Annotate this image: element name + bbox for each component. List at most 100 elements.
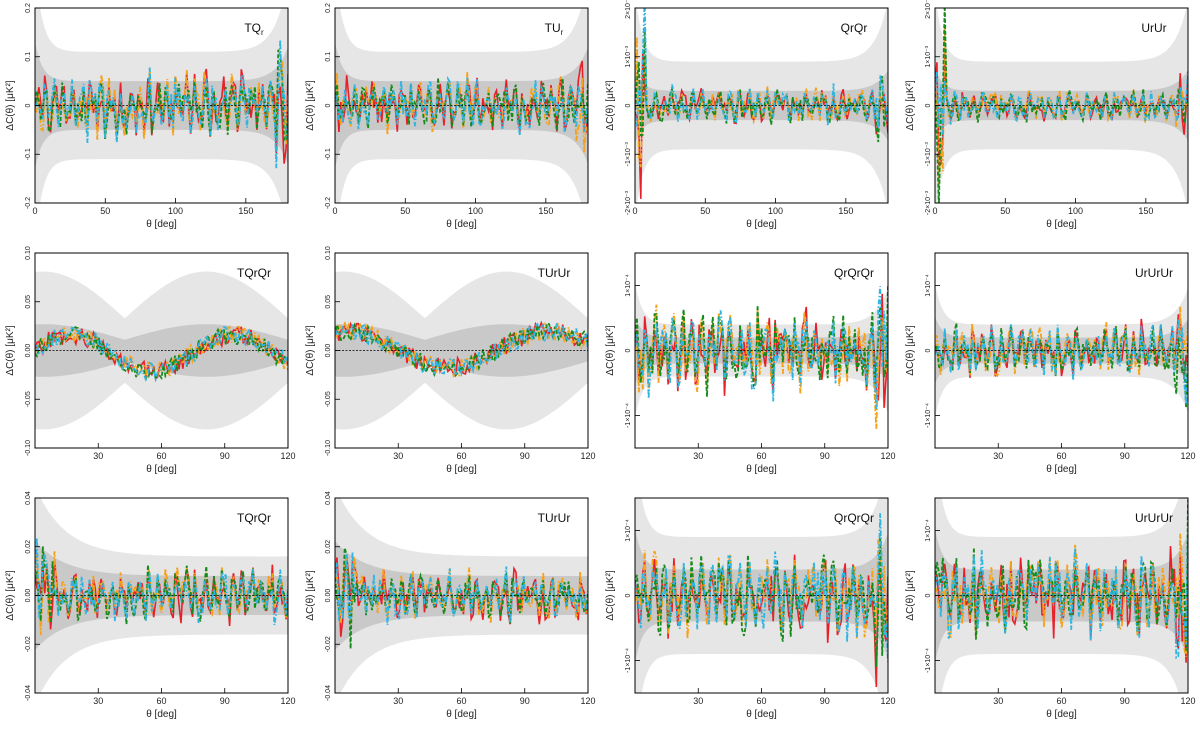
x-tick-label: 100 — [768, 206, 783, 216]
y-axis-label: ΔC(θ) [μK²] — [305, 80, 316, 130]
y-tick-label: -1×10⁻⁴ — [625, 403, 632, 428]
y-tick-label: -1×10⁻⁴ — [625, 648, 632, 673]
series-green-dashed — [35, 546, 288, 625]
x-axis-label: θ [deg] — [746, 219, 777, 230]
x-tick-label: 60 — [156, 696, 166, 706]
chart-panel-10: 30 60 90 120 -0.04 -0.02 0.00 0.02 0.04 θ [deg] ΔC… — [300, 490, 600, 733]
y-tick-label: 1×10⁻⁴ — [625, 274, 632, 296]
y-tick-label: -0.1 — [325, 148, 332, 160]
x-tick-label: 50 — [400, 206, 410, 216]
series-green-dashed — [335, 547, 588, 649]
chart-svg: 30 60 90 120 -1×10⁻⁴ 0 1×10⁻⁴ θ [deg] ΔC(θ) [μK²… — [905, 252, 1196, 475]
x-tick-label: 0 — [632, 206, 637, 216]
x-tick-label: 0 — [332, 206, 337, 216]
chart-svg: 30 60 90 120 -0.10 -0.05 0.00 0.05 0.10 θ [deg] ΔC… — [5, 246, 296, 475]
y-tick-label: 0.2 — [325, 3, 332, 13]
panel-title: TUr — [545, 21, 564, 37]
y-tick-label: -2×10⁻³ — [925, 190, 932, 215]
panel-title: UrUrUr — [1135, 511, 1173, 525]
y-tick-label: -1×10⁻⁴ — [925, 403, 932, 428]
x-tick-label: 50 — [700, 206, 710, 216]
x-tick-label: 50 — [1000, 206, 1010, 216]
x-tick-label: 120 — [580, 451, 595, 461]
x-tick-label: 150 — [538, 206, 553, 216]
chart-svg: 30 60 90 120 -1×10⁻⁴ 0 1×10⁻⁴ θ [deg] ΔC(θ) [μK²… — [905, 497, 1196, 720]
x-tick-label: 60 — [1056, 451, 1066, 461]
panel-title: TQr — [244, 21, 264, 37]
chart-svg: 0 50 100 150 -0.2 -0.1 0 0.1 0.2 θ [deg] ΔC(θ) [μK… — [305, 3, 589, 230]
y-tick-label: 1×10⁻⁴ — [925, 519, 932, 541]
x-tick-label: 90 — [520, 451, 530, 461]
series-green-dashed — [35, 324, 288, 383]
x-axis-label: θ [deg] — [446, 219, 477, 230]
x-tick-label: 90 — [220, 451, 230, 461]
x-axis-label: θ [deg] — [1046, 709, 1077, 720]
x-tick-label: 60 — [756, 696, 766, 706]
y-tick-label: -0.2 — [325, 197, 332, 209]
y-tick-label: 0.02 — [25, 540, 32, 554]
x-tick-label: 100 — [468, 206, 483, 216]
x-tick-label: 60 — [756, 451, 766, 461]
y-tick-label: -0.02 — [25, 636, 32, 652]
y-tick-label: 1×10⁻³ — [925, 45, 932, 67]
y-tick-label: -2×10⁻³ — [625, 190, 632, 215]
y-tick-label: 1×10⁻³ — [625, 45, 632, 67]
y-tick-label: 0.00 — [325, 344, 332, 358]
x-tick-label: 60 — [1056, 696, 1066, 706]
panel-title: TUrUr — [538, 266, 571, 280]
y-tick-label: 0.00 — [25, 344, 32, 358]
series-cyan-dashdot — [35, 39, 288, 169]
x-tick-label: 30 — [393, 451, 403, 461]
y-tick-label: 0.00 — [325, 589, 332, 603]
series-cyan-dashdot — [35, 537, 288, 626]
chart-panel-4: 0 50 100 150 -2×10⁻³ -1×10⁻³ 0 1×10⁻³ 2×10⁻³ θ [d… — [900, 0, 1200, 243]
y-tick-label: 0 — [925, 348, 932, 352]
chart-panel-2: 0 50 100 150 -0.2 -0.1 0 0.1 0.2 θ [deg] ΔC(θ) [μK… — [300, 0, 600, 243]
x-axis-label: θ [deg] — [146, 464, 177, 475]
y-tick-label: 1×10⁻⁴ — [625, 519, 632, 541]
y-tick-label: -1×10⁻⁴ — [925, 648, 932, 673]
y-tick-label: 0.04 — [325, 491, 332, 505]
y-tick-label: 0.2 — [25, 3, 32, 13]
x-tick-label: 30 — [693, 451, 703, 461]
y-tick-label: -1×10⁻³ — [625, 142, 632, 167]
series-cyan-dashdot — [935, 318, 1188, 405]
chart-panel-6: 30 60 90 120 -0.10 -0.05 0.00 0.05 0.10 θ [deg] ΔC… — [300, 245, 600, 488]
chart-svg: 0 50 100 150 -2×10⁻³ -1×10⁻³ 0 1×10⁻³ 2×10⁻³ θ [d… — [605, 0, 889, 230]
panel-title: QrQrQr — [834, 266, 874, 280]
chart-panel-11: 30 60 90 120 -1×10⁻⁴ 0 1×10⁻⁴ θ [deg] ΔC(θ) [μK²… — [600, 490, 900, 733]
series-orange-dashdot — [635, 36, 888, 168]
x-tick-label: 90 — [1120, 696, 1130, 706]
panel-title: TQrQr — [237, 266, 271, 280]
chart-svg: 0 50 100 150 -2×10⁻³ -1×10⁻³ 0 1×10⁻³ 2×10⁻³ θ [d… — [905, 0, 1189, 230]
y-tick-label: 0 — [25, 103, 32, 107]
y-axis-label: ΔC(θ) [μK²] — [5, 570, 16, 620]
x-tick-label: 120 — [880, 451, 895, 461]
y-tick-label: 0.00 — [25, 589, 32, 603]
y-axis-label: ΔC(θ) [μK²] — [605, 325, 616, 375]
series-orange-dashdot — [335, 72, 588, 153]
x-tick-label: 120 — [280, 451, 295, 461]
panel-title: UrUrUr — [1135, 266, 1173, 280]
series-cyan-dashdot — [35, 326, 288, 383]
x-axis-label: θ [deg] — [1046, 464, 1077, 475]
x-axis-label: θ [deg] — [446, 709, 477, 720]
y-tick-label: 0.02 — [325, 540, 332, 554]
y-tick-label: -1×10⁻³ — [925, 142, 932, 167]
x-axis-label: θ [deg] — [746, 709, 777, 720]
x-tick-label: 60 — [156, 451, 166, 461]
x-tick-label: 90 — [820, 696, 830, 706]
y-tick-label: 0 — [925, 593, 932, 597]
x-tick-label: 100 — [1068, 206, 1083, 216]
y-tick-label: -0.04 — [25, 685, 32, 701]
x-tick-label: 150 — [838, 206, 853, 216]
y-axis-label: ΔC(θ) [μK²] — [305, 570, 316, 620]
y-tick-label: -0.10 — [325, 440, 332, 456]
x-tick-label: 30 — [993, 696, 1003, 706]
panel-title: UrUr — [1141, 21, 1166, 35]
series-cyan-dashdot — [635, 8, 888, 129]
x-tick-label: 0 — [32, 206, 37, 216]
y-tick-label: 0 — [325, 103, 332, 107]
x-tick-label: 30 — [993, 451, 1003, 461]
x-axis-label: θ [deg] — [746, 464, 777, 475]
